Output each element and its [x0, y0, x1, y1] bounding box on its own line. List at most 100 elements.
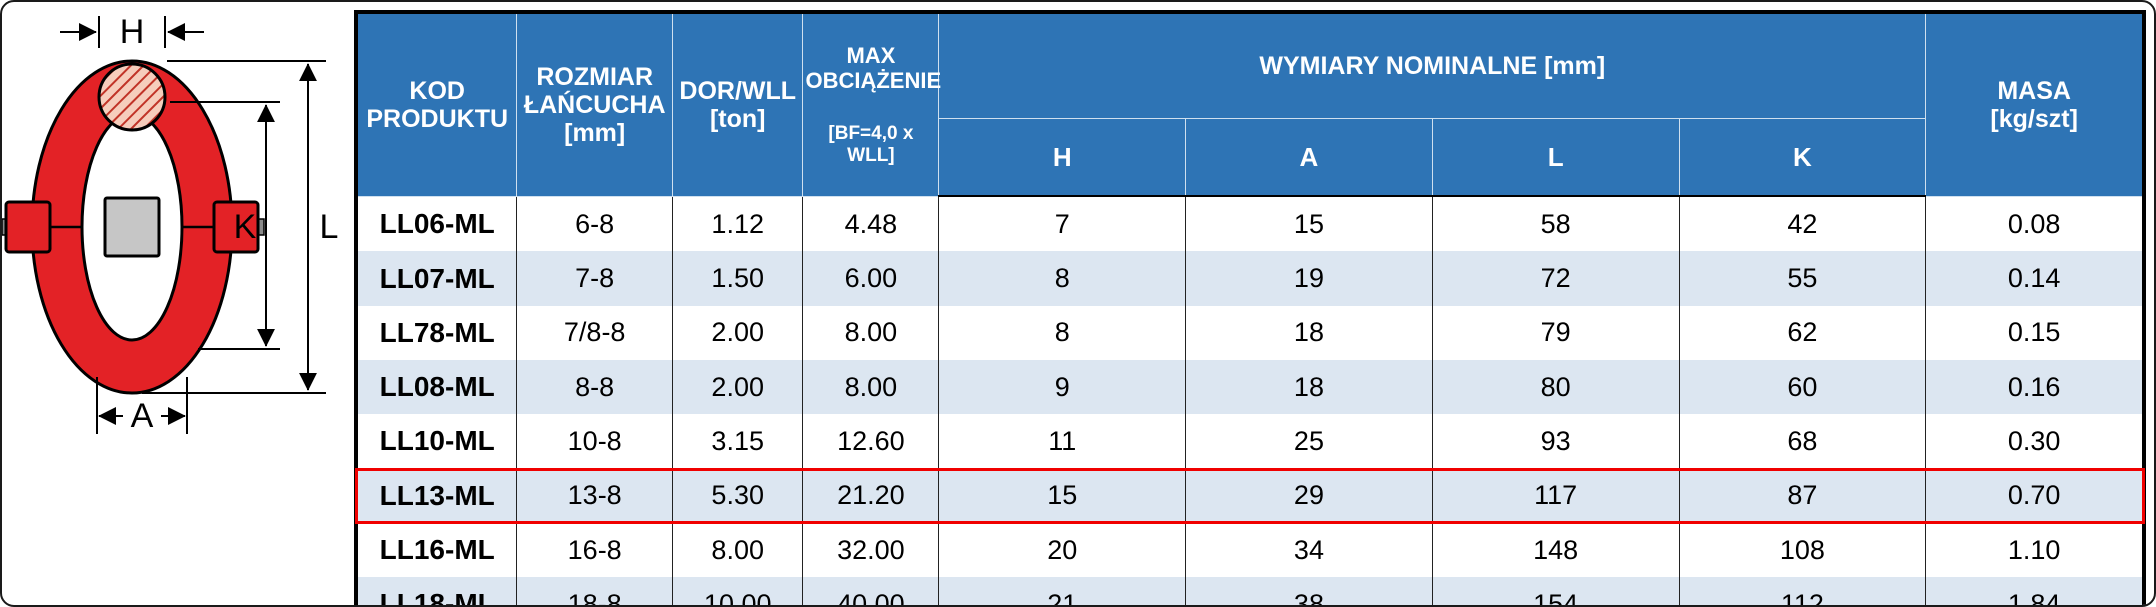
spec-value-cell: 79 — [1431, 305, 1680, 361]
dim-label-a: A — [131, 397, 154, 435]
col-header-dim-k: K — [1678, 117, 1927, 198]
spec-value-cell: 7/8-8 — [516, 305, 673, 361]
spec-value-cell: 55 — [1678, 251, 1927, 306]
spec-value-cell: 112 — [1678, 577, 1927, 605]
spec-value-cell: 10-8 — [516, 414, 673, 469]
col-header-nominal-dimensions: WYMIARY NOMINALNE [mm] — [938, 11, 1927, 119]
spec-value-cell: 1.84 — [1925, 577, 2145, 605]
spec-value-cell: 1.12 — [671, 196, 804, 252]
spec-value-cell: 3.15 — [671, 414, 804, 469]
spec-value-cell: 29 — [1185, 468, 1433, 523]
spec-value-cell: 40.00 — [802, 577, 940, 605]
spec-value-cell: 6.00 — [802, 251, 940, 306]
coupling-link-drawing: H K L A — [2, 13, 339, 435]
spec-value-cell: 38 — [1185, 577, 1433, 605]
spec-value-cell: 8 — [938, 251, 1187, 306]
spec-value-cell: 25 — [1185, 414, 1433, 469]
dimension-l — [142, 60, 326, 394]
max-load-title: MAX OBCIĄŻENIE — [805, 43, 942, 93]
spec-value-cell: 1.10 — [1925, 522, 2145, 578]
spec-value-cell: 42 — [1678, 196, 1927, 252]
spec-value-cell: 72 — [1431, 251, 1680, 306]
col-header-chain-size: ROZMIAR ŁAŃCUCHA [mm] — [516, 11, 673, 197]
product-code-cell: LL13-ML — [355, 468, 518, 523]
spec-value-cell: 9 — [938, 360, 1187, 415]
col-header-dim-h: H — [938, 117, 1187, 198]
dimension-h — [60, 16, 204, 48]
spec-value-cell: 11 — [938, 414, 1187, 469]
spec-value-cell: 60 — [1678, 360, 1927, 415]
spec-value-cell: 0.16 — [1925, 360, 2145, 415]
spec-value-cell: 4.48 — [802, 196, 940, 252]
spec-value-cell: 0.14 — [1925, 251, 2145, 306]
table-row-ll16-ml: LL16-ML 16-8 8.00 32.00 20 34 148 108 1.10 — [355, 522, 2145, 578]
spec-value-cell: 87 — [1678, 468, 1927, 523]
table-row-ll07-ml: LL07-ML 7-8 1.50 6.00 8 19 72 55 0.14 — [355, 251, 2145, 306]
spec-value-cell: 8.00 — [671, 522, 804, 578]
pin-bushing — [103, 196, 161, 258]
spec-value-cell: 21 — [938, 577, 1187, 605]
spec-value-cell: 20 — [938, 522, 1187, 578]
product-code-cell: LL16-ML — [355, 522, 518, 578]
spec-value-cell: 8 — [938, 305, 1187, 361]
table-row-ll08-ml: LL08-ML 8-8 2.00 8.00 9 18 80 60 0.16 — [355, 360, 2145, 415]
spec-value-cell: 154 — [1431, 577, 1680, 605]
col-header-mass: MASA [kg/szt] — [1925, 11, 2145, 197]
spec-value-cell: 1.50 — [671, 251, 804, 306]
col-header-wll: DOR/WLL [ton] — [671, 11, 804, 197]
clevis-ear-left — [4, 200, 52, 254]
col-header-dim-a: A — [1185, 117, 1433, 198]
table-row-ll78-ml: LL78-ML 7/8-8 2.00 8.00 8 18 79 62 0.15 — [355, 305, 2145, 361]
spec-value-cell: 7 — [938, 196, 1187, 252]
spec-value-cell: 0.15 — [1925, 305, 2145, 361]
spec-value-cell: 93 — [1431, 414, 1680, 469]
col-header-dim-l: L — [1431, 117, 1680, 198]
product-code-cell: LL07-ML — [355, 251, 518, 306]
spec-value-cell: 10.00 — [671, 577, 804, 605]
spec-value-cell: 8-8 — [516, 360, 673, 415]
table-row-ll18-ml: LL18-ML 18-8 10.00 40.00 21 38 154 112 1.84 — [355, 577, 2145, 605]
product-code-cell: LL06-ML — [355, 196, 518, 252]
spec-value-cell: 18-8 — [516, 577, 673, 605]
coupling-link-diagram: H K L A — [2, 2, 354, 605]
dimension-a — [96, 377, 188, 434]
spec-value-cell: 62 — [1678, 305, 1927, 361]
spec-value-cell: 19 — [1185, 251, 1433, 306]
col-header-max-load: MAX OBCIĄŻENIE [BF=4,0 x WLL] — [802, 11, 942, 197]
spec-value-cell: 8.00 — [802, 305, 940, 361]
spec-value-cell: 18 — [1185, 305, 1433, 361]
spec-value-cell: 34 — [1185, 522, 1433, 578]
product-code-cell: LL78-ML — [355, 305, 518, 361]
spec-value-cell: 108 — [1678, 522, 1927, 578]
spec-value-cell: 15 — [1185, 196, 1433, 252]
table-row-ll06-ml: LL06-ML 6-8 1.12 4.48 7 15 58 42 0.08 — [355, 196, 2145, 252]
table-row-ll10-ml: LL10-ML 10-8 3.15 12.60 11 25 93 68 0.30 — [355, 414, 2145, 469]
table-row-ll13-ml: LL13-ML 13-8 5.30 21.20 15 29 117 87 0.70 — [355, 467, 2145, 524]
spec-value-cell: 2.00 — [671, 360, 804, 415]
spec-value-cell: 58 — [1431, 196, 1680, 252]
spec-value-cell: 80 — [1431, 360, 1680, 415]
col-header-product-code: KOD PRODUKTU — [355, 11, 518, 197]
spec-value-cell: 5.30 — [671, 468, 804, 523]
spec-value-cell: 16-8 — [516, 522, 673, 578]
dim-label-l: L — [320, 208, 339, 246]
spec-value-cell: 6-8 — [516, 196, 673, 252]
spec-value-cell: 2.00 — [671, 305, 804, 361]
spec-table: KOD PRODUKTU ROZMIAR ŁAŃCUCHA [mm] DOR/W… — [354, 10, 2146, 605]
max-load-subtitle: [BF=4,0 x WLL] — [828, 123, 914, 166]
spec-value-cell: 12.60 — [802, 414, 940, 469]
dimension-k — [170, 101, 280, 350]
product-code-cell: LL08-ML — [355, 360, 518, 415]
spec-value-cell: 148 — [1431, 522, 1680, 578]
product-code-cell: LL18-ML — [355, 577, 518, 605]
spec-value-cell: 32.00 — [802, 522, 940, 578]
spec-table-wrap: KOD PRODUKTU ROZMIAR ŁAŃCUCHA [mm] DOR/W… — [354, 2, 2154, 605]
dim-label-h: H — [120, 13, 145, 51]
chain-cross-section — [97, 62, 167, 132]
dim-label-k: K — [234, 208, 257, 246]
spec-value-cell: 8.00 — [802, 360, 940, 415]
product-code-cell: LL10-ML — [355, 414, 518, 469]
spec-value-cell: 117 — [1431, 468, 1680, 523]
spec-value-cell: 68 — [1678, 414, 1927, 469]
